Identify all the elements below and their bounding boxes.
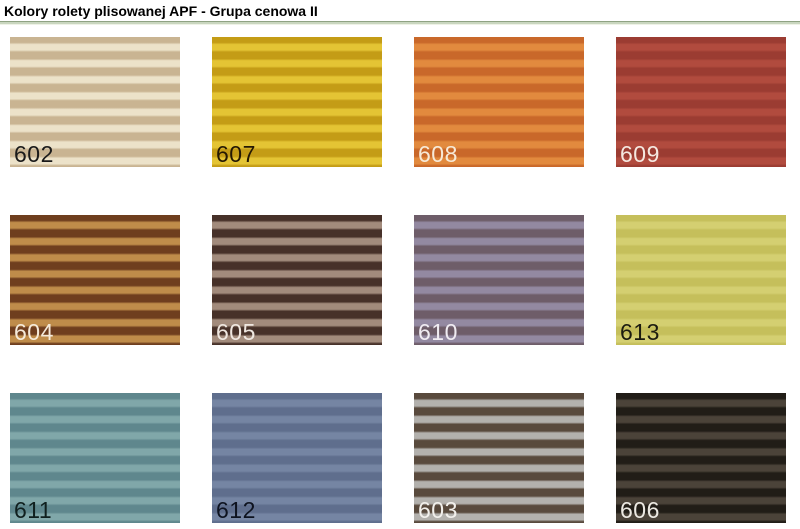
swatch-code: 604 [14,319,54,345]
swatch-code: 605 [216,319,256,345]
swatch-603: 603 [414,393,584,523]
swatch-602: 602 [10,37,180,167]
swatch-code: 608 [418,141,458,167]
swatch-604: 604 [10,215,180,345]
swatch-610: 610 [414,215,584,345]
page-title: Kolory rolety plisowanej APF - Grupa cen… [4,3,318,19]
title-divider [0,21,800,25]
swatch-code: 603 [418,497,458,523]
swatch-612: 612 [212,393,382,523]
swatch-code: 613 [620,319,660,345]
swatch-grid: 602 607 608 609 604 605 610 613 611 612 [10,37,788,523]
swatch-code: 610 [418,319,458,345]
swatch-613: 613 [616,215,786,345]
swatch-607: 607 [212,37,382,167]
swatch-606: 606 [616,393,786,523]
swatch-code: 607 [216,141,256,167]
swatch-code: 612 [216,497,256,523]
swatch-code: 609 [620,141,660,167]
swatch-608: 608 [414,37,584,167]
swatch-611: 611 [10,393,180,523]
swatch-code: 611 [14,497,53,523]
swatch-code: 606 [620,497,660,523]
swatch-605: 605 [212,215,382,345]
swatch-609: 609 [616,37,786,167]
swatch-code: 602 [14,141,54,167]
